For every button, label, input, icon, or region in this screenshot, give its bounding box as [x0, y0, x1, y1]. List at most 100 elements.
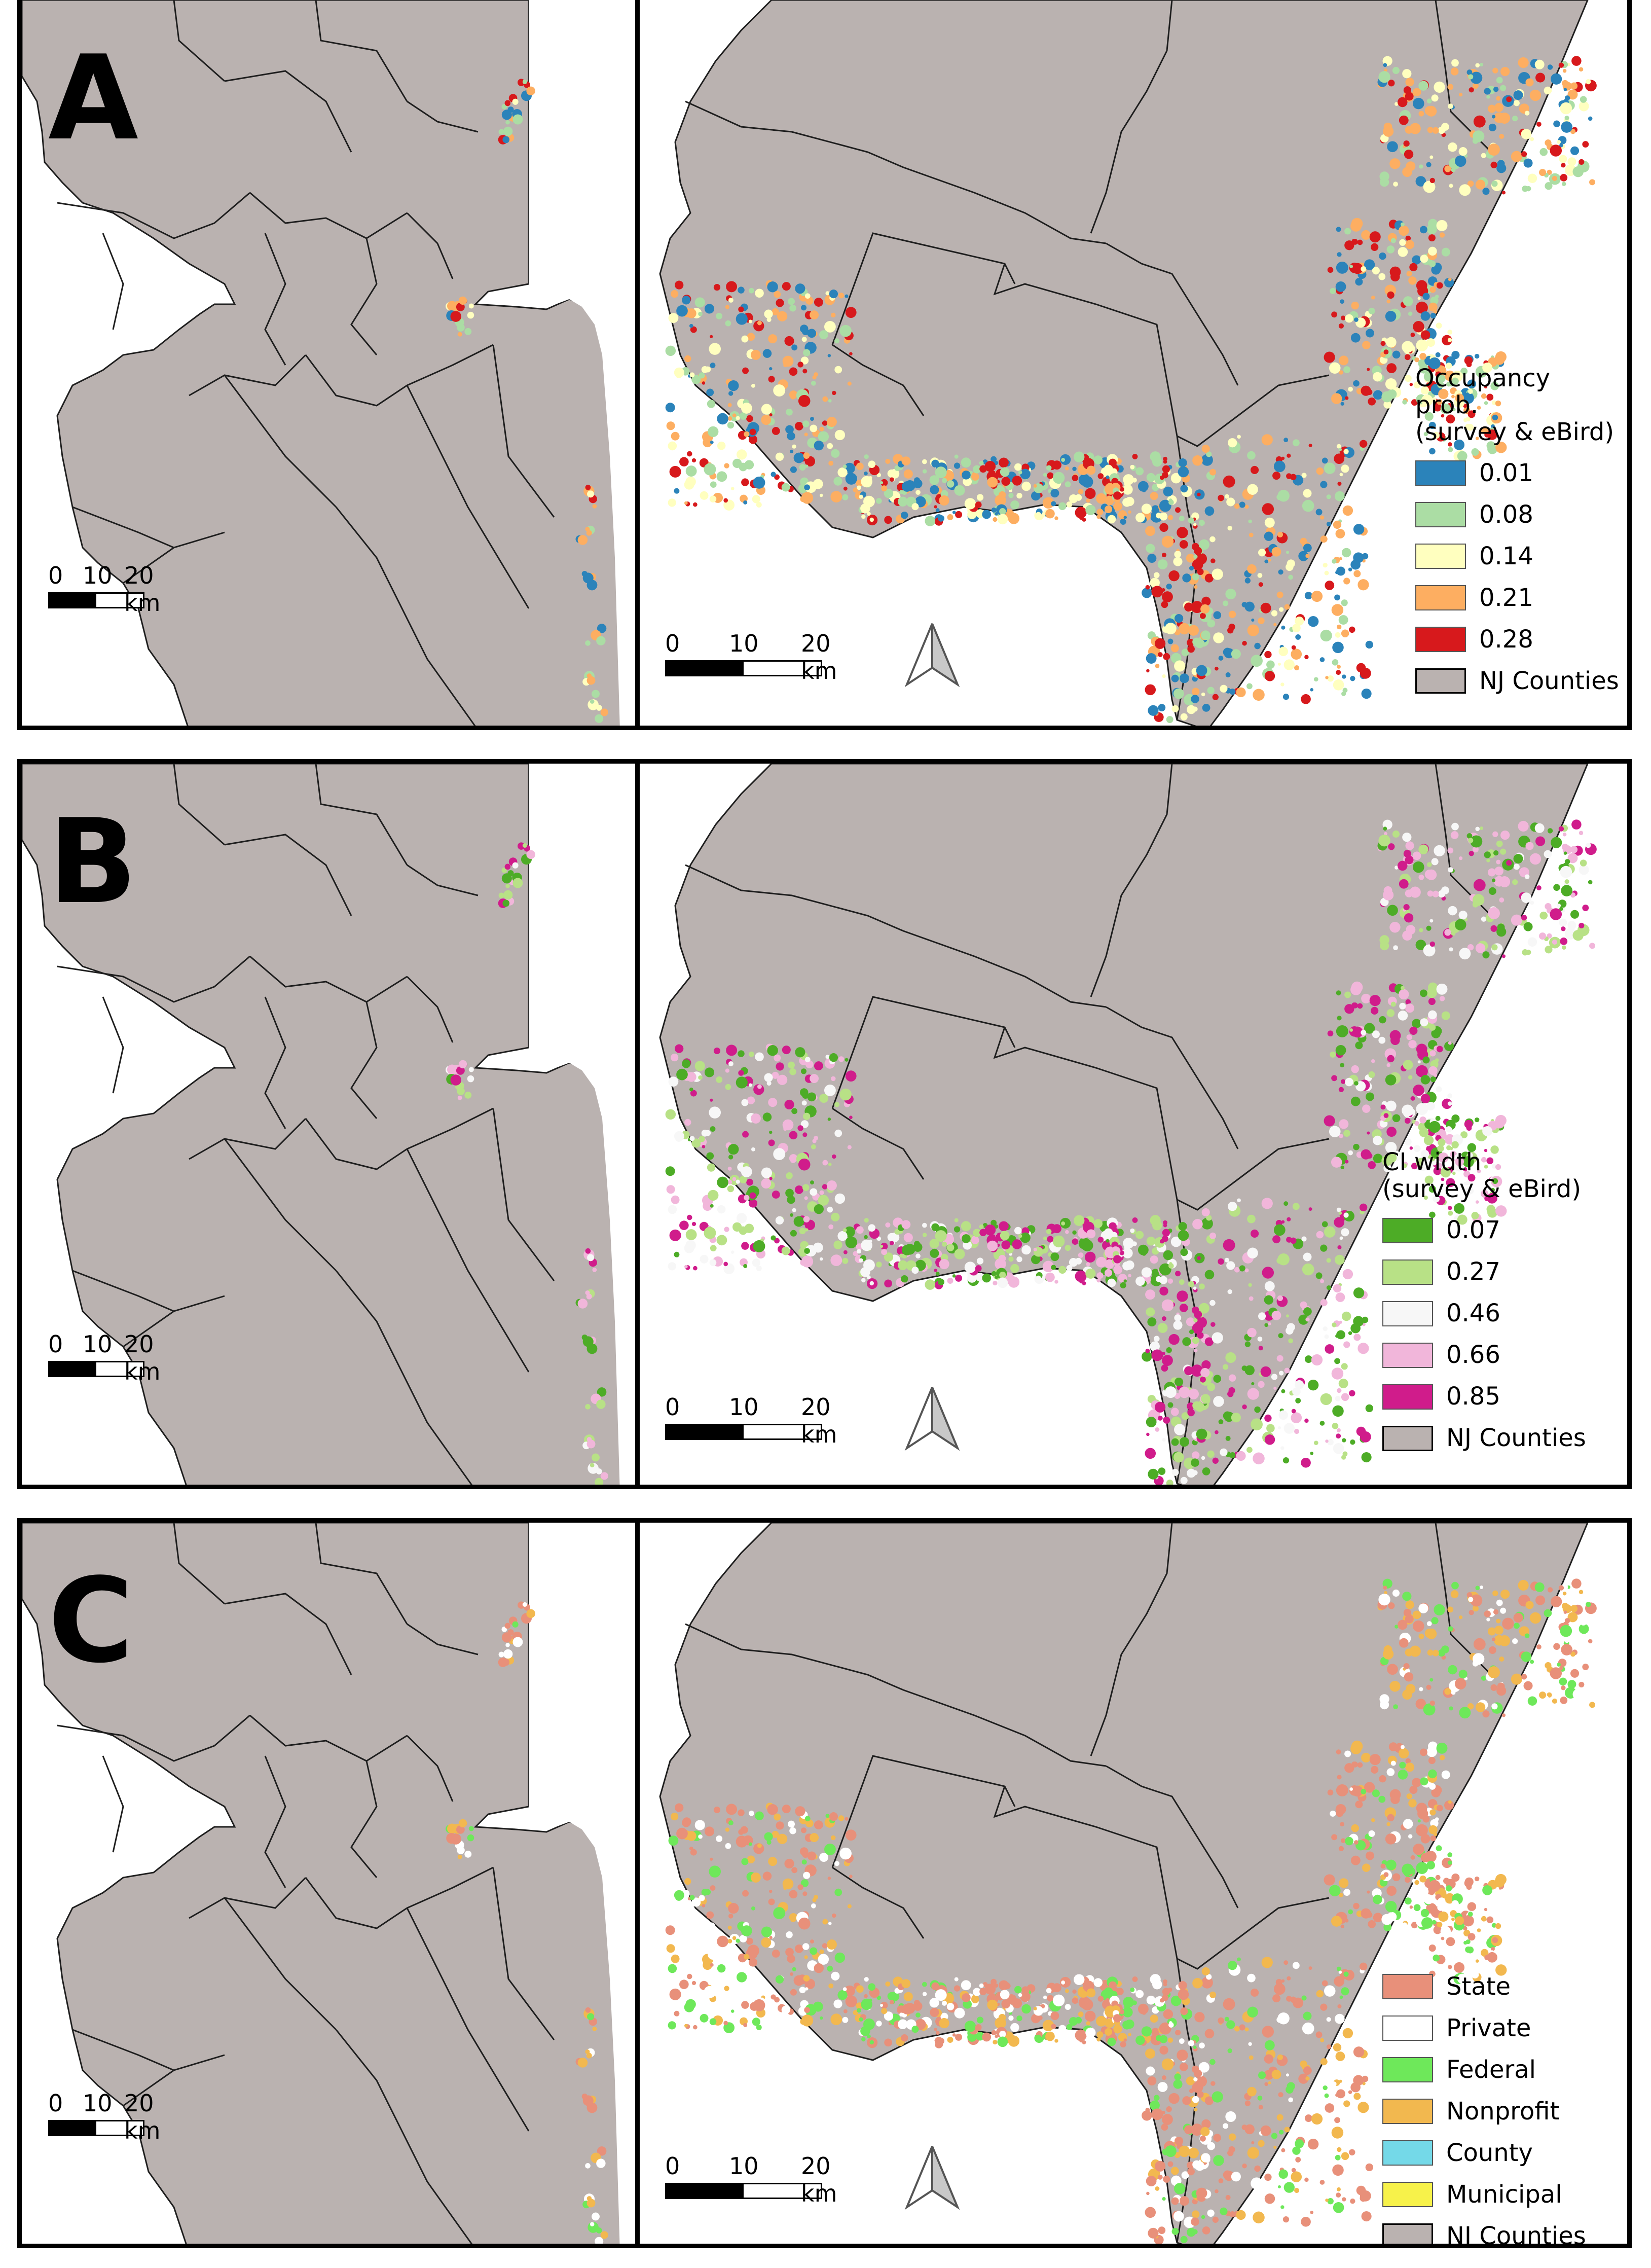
habitat-patch — [1288, 1338, 1293, 1344]
habitat-patch — [804, 1816, 811, 1822]
habitat-patch — [1161, 1299, 1174, 1312]
habitat-patch — [772, 1071, 779, 1079]
habitat-patch — [792, 1208, 796, 1212]
habitat-patch — [975, 1273, 985, 1282]
habitat-patch — [1447, 338, 1452, 342]
habitat-patch — [1589, 179, 1596, 186]
habitat-patch — [464, 1850, 472, 1858]
habitat-patch — [1069, 494, 1078, 503]
habitat-patch — [929, 1998, 939, 2008]
habitat-patch — [1332, 2081, 1337, 2086]
habitat-patch — [805, 1819, 814, 1827]
habitat-patch — [1180, 485, 1188, 493]
habitat-patch — [1370, 1006, 1379, 1015]
habitat-patch — [1290, 1237, 1297, 1244]
legend-title: CI width (survey & eBird) — [1382, 1148, 1582, 1203]
habitat-patch — [1294, 1429, 1300, 1434]
habitat-patch — [1426, 862, 1432, 868]
habitat-patch — [1286, 563, 1294, 571]
habitat-patch — [845, 1829, 857, 1841]
habitat-patch — [1330, 1051, 1336, 1058]
habitat-patch — [1325, 581, 1335, 590]
habitat-patch — [702, 1904, 706, 1907]
habitat-patch — [1385, 378, 1397, 390]
habitat-patch — [1303, 1307, 1312, 1316]
habitat-patch — [1467, 389, 1473, 394]
habitat-patch — [1350, 1439, 1355, 1445]
habitat-patch — [1130, 464, 1135, 470]
habitat-patch — [1447, 1860, 1452, 1865]
county-border — [492, 1108, 555, 1281]
habitat-patch — [797, 362, 803, 368]
habitat-patch — [1273, 1386, 1277, 1390]
habitat-patch — [1163, 1250, 1173, 1261]
habitat-patch — [887, 1233, 896, 1242]
habitat-patch — [802, 1092, 809, 1099]
habitat-patch — [447, 1823, 457, 1834]
habitat-patch — [709, 1865, 721, 1878]
habitat-patch — [1438, 1897, 1446, 1905]
habitat-patch — [1547, 169, 1552, 175]
habitat-patch — [1405, 1614, 1414, 1624]
habitat-patch — [1207, 1383, 1216, 1391]
habitat-patch — [1344, 240, 1354, 250]
habitat-patch — [880, 481, 884, 485]
habitat-patch — [456, 1825, 465, 1834]
habitat-patch — [1355, 1801, 1363, 1809]
habitat-patch — [1050, 2011, 1059, 2021]
habitat-patch — [790, 1213, 794, 1217]
habitat-patch — [961, 1980, 971, 1991]
habitat-patch — [1467, 379, 1477, 389]
habitat-patch — [1354, 1840, 1359, 1845]
habitat-patch — [1287, 1217, 1291, 1221]
habitat-patch — [1403, 1663, 1410, 1670]
habitat-patch — [1340, 299, 1345, 304]
habitat-patch — [1433, 1926, 1442, 1934]
habitat-patch — [1420, 311, 1430, 321]
habitat-patch — [1146, 544, 1155, 553]
habitat-patch — [1470, 1594, 1483, 1607]
habitat-patch — [830, 1076, 836, 1082]
habitat-patch — [1283, 438, 1289, 443]
habitat-patch — [1331, 1834, 1338, 1841]
habitat-patch — [860, 1267, 870, 1277]
habitat-patch — [1052, 460, 1061, 470]
habitat-patch — [1448, 867, 1453, 873]
habitat-patch — [1292, 1962, 1300, 1969]
habitat-patch — [1530, 1660, 1534, 1664]
habitat-patch — [1496, 1599, 1503, 1606]
habitat-patch — [1278, 1371, 1284, 1376]
habitat-patch — [1042, 2020, 1054, 2032]
habitat-patch — [1223, 2170, 1232, 2179]
habitat-patch — [1444, 929, 1451, 936]
legend-label: NJ Counties — [1446, 2221, 1586, 2244]
habitat-patch — [757, 1084, 762, 1089]
habitat-patch — [669, 465, 681, 478]
habitat-patch — [1547, 64, 1553, 70]
habitat-patch — [1447, 1606, 1454, 1613]
habitat-patch — [1295, 2139, 1304, 2148]
habitat-patch — [901, 1245, 912, 1255]
habitat-patch — [1301, 1995, 1307, 2001]
habitat-patch — [802, 1184, 810, 1191]
habitat-patch — [1339, 1320, 1342, 1324]
habitat-patch — [1487, 444, 1497, 454]
habitat-patch — [1429, 286, 1436, 293]
habitat-patch — [1155, 664, 1160, 668]
county-border — [407, 344, 494, 386]
habitat-patch — [1345, 1160, 1349, 1164]
habitat-patch — [1194, 1310, 1202, 1319]
habitat-patch — [1399, 1002, 1406, 1010]
habitat-patch — [756, 2024, 762, 2031]
habitat-patch — [1277, 2185, 1281, 2188]
habitat-patch — [901, 456, 911, 466]
habitat-patch — [1371, 296, 1375, 300]
habitat-patch — [1460, 368, 1468, 375]
habitat-patch — [1014, 463, 1022, 471]
habitat-patch — [1179, 623, 1190, 635]
habitat-patch — [1096, 509, 1104, 516]
habitat-patch — [1358, 1343, 1369, 1354]
habitat-patch — [1246, 1447, 1253, 1453]
habitat-patch — [1305, 554, 1310, 558]
habitat-patch — [1258, 582, 1263, 587]
